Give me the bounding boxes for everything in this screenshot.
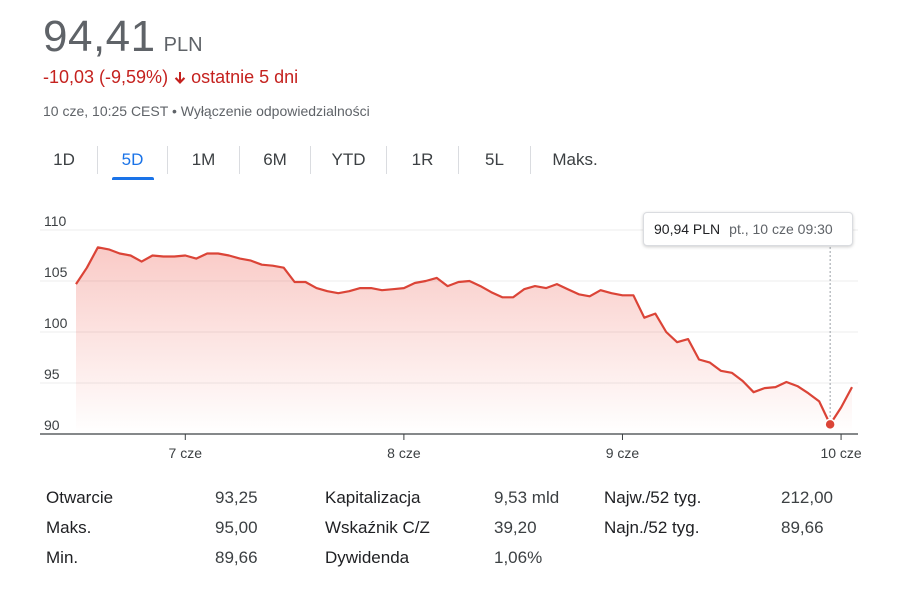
quote-timestamp: 10 cze, 10:25 CEST bbox=[43, 103, 169, 119]
stat-value-high: 95,00 bbox=[215, 518, 258, 537]
tab-1m[interactable]: 1M bbox=[191, 150, 216, 169]
price-chart[interactable]: 110 105 100 95 90 7 cze 8 cze 9 cze 10 cze bbox=[0, 200, 909, 470]
stats-row: Maks. 95,00 Wskaźnik C/Z 39,20 Najn./52 … bbox=[0, 518, 909, 542]
tab-divider bbox=[239, 146, 240, 174]
stat-value-pe-ratio: 39,20 bbox=[494, 518, 537, 537]
change-value: -10,03 (-9,59%) bbox=[43, 67, 169, 87]
price-line bbox=[75, 246, 853, 426]
stat-label-market-cap: Kapitalizacja bbox=[325, 488, 421, 507]
stat-value-open: 93,25 bbox=[215, 488, 258, 507]
price-header: 94,41 PLN bbox=[43, 12, 203, 62]
tab-1r[interactable]: 1R bbox=[411, 150, 434, 169]
x-tick-label: 10 cze bbox=[820, 445, 861, 461]
price-change: -10,03 (-9,59%) ostatnie 5 dni bbox=[43, 67, 298, 88]
stat-label-high: Maks. bbox=[46, 518, 92, 537]
tab-divider bbox=[386, 146, 387, 174]
tab-6m[interactable]: 6M bbox=[263, 150, 287, 169]
price-area bbox=[76, 247, 852, 434]
stat-label-low: Min. bbox=[46, 548, 79, 567]
arrow-down-icon bbox=[174, 71, 186, 85]
tab-divider bbox=[458, 146, 459, 174]
stat-value-dividend: 1,06% bbox=[494, 548, 543, 567]
stat-value-market-cap: 9,53 mld bbox=[494, 488, 560, 507]
stat-value-low: 89,66 bbox=[215, 548, 258, 567]
stat-label-52w-low: Najn./52 tyg. bbox=[604, 518, 700, 537]
y-tick-label: 100 bbox=[44, 315, 68, 331]
tooltip-date: pt., 10 cze 09:30 bbox=[729, 221, 833, 237]
stat-value-52w-high: 212,00 bbox=[781, 488, 833, 507]
stat-label-pe-ratio: Wskaźnik C/Z bbox=[325, 518, 430, 537]
tooltip-price: 90,94 PLN bbox=[654, 221, 721, 237]
tab-divider bbox=[310, 146, 311, 174]
stat-label-open: Otwarcie bbox=[46, 488, 114, 507]
y-tick-label: 105 bbox=[44, 264, 68, 280]
x-axis: 7 cze 8 cze 9 cze 10 cze bbox=[169, 434, 862, 461]
stat-value-52w-low: 89,66 bbox=[781, 518, 824, 537]
stat-label-dividend: Dywidenda bbox=[325, 548, 410, 567]
tab-1d[interactable]: 1D bbox=[53, 150, 75, 169]
x-tick-label: 7 cze bbox=[169, 445, 203, 461]
tab-max[interactable]: Maks. bbox=[552, 150, 598, 169]
y-tick-label: 95 bbox=[44, 366, 60, 382]
y-tick-label: 90 bbox=[44, 417, 60, 433]
stats-row: Min. 89,66 Dywidenda 1,06% bbox=[0, 548, 909, 572]
range-tabs: 1D 5D 1M 6M YTD 1R 5L Maks. bbox=[31, 140, 619, 180]
meta-separator: • bbox=[171, 103, 177, 119]
quote-meta: 10 cze, 10:25 CEST • Wyłączenie odpowied… bbox=[43, 103, 370, 119]
change-period: ostatnie 5 dni bbox=[191, 67, 299, 87]
tab-divider bbox=[167, 146, 168, 174]
tab-5d[interactable]: 5D bbox=[98, 140, 167, 180]
current-price: 94,41 bbox=[43, 12, 156, 61]
chart-tooltip: 90,94 PLN pt., 10 cze 09:30 bbox=[643, 212, 853, 246]
y-tick-label: 110 bbox=[44, 213, 67, 229]
tab-divider bbox=[530, 146, 531, 174]
x-tick-label: 9 cze bbox=[606, 445, 640, 461]
stat-label-52w-high: Najw./52 tyg. bbox=[604, 488, 702, 507]
x-tick-label: 8 cze bbox=[387, 445, 421, 461]
price-currency: PLN bbox=[163, 34, 203, 56]
tab-ytd[interactable]: YTD bbox=[331, 150, 366, 169]
y-axis: 110 105 100 95 90 bbox=[44, 213, 68, 433]
tab-5l[interactable]: 5L bbox=[485, 150, 504, 169]
stats-row: Otwarcie 93,25 Kapitalizacja 9,53 mld Na… bbox=[0, 488, 909, 512]
disclaimer-link[interactable]: Wyłączenie odpowiedzialności bbox=[180, 103, 370, 119]
key-stats: Otwarcie 93,25 Kapitalizacja 9,53 mld Na… bbox=[0, 488, 909, 578]
hover-point bbox=[824, 418, 836, 431]
tab-divider bbox=[97, 146, 98, 174]
